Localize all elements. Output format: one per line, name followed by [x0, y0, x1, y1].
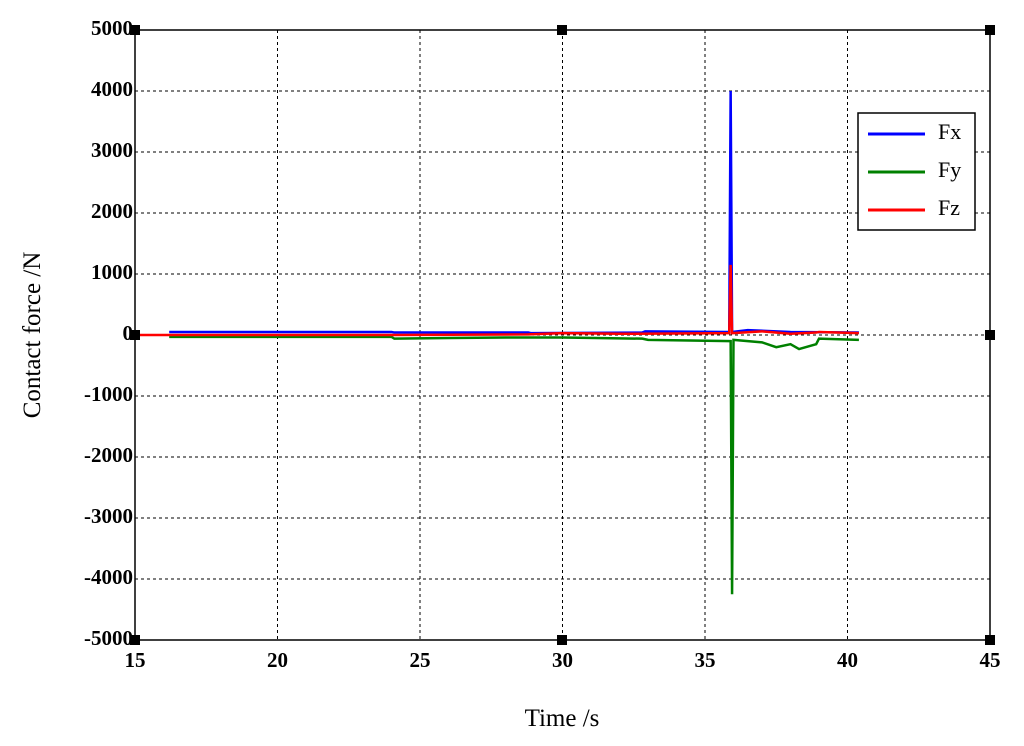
- x-tick-label: 15: [125, 648, 146, 672]
- x-tick-label: 35: [695, 648, 716, 672]
- legend: Fx Fy Fz: [857, 112, 976, 231]
- y-axis-label: Contact force /N: [19, 252, 46, 419]
- y-tick-label: -4000: [84, 565, 133, 589]
- series-line: [169, 90, 859, 335]
- y-tick-label: -3000: [84, 504, 133, 528]
- y-tick-label: -5000: [84, 626, 133, 650]
- y-tick-label: -1000: [84, 382, 133, 406]
- y-tick-label: 1000: [91, 260, 133, 284]
- x-tick-label: 30: [552, 648, 573, 672]
- y-tick-label: 3000: [91, 138, 133, 162]
- x-tick-label: 45: [980, 648, 1001, 672]
- legend-label: Fx: [938, 119, 961, 144]
- x-tick-label: 25: [410, 648, 431, 672]
- lines: [135, 90, 859, 595]
- series-line: [135, 264, 859, 337]
- y-tick-label: 4000: [91, 77, 133, 101]
- x-tick-label: 40: [837, 648, 858, 672]
- y-tick-label: 2000: [91, 199, 133, 223]
- corner-markers: [130, 25, 995, 645]
- legend-label: Fz: [938, 195, 960, 220]
- y-tick-label: 0: [123, 321, 134, 345]
- x-tick-label: 20: [267, 648, 288, 672]
- legend-label: Fy: [938, 157, 961, 182]
- x-axis-label: Time /s: [525, 705, 600, 732]
- series-line: [169, 335, 859, 595]
- y-tick-label: 5000: [91, 16, 133, 40]
- y-tick-label: -2000: [84, 443, 133, 467]
